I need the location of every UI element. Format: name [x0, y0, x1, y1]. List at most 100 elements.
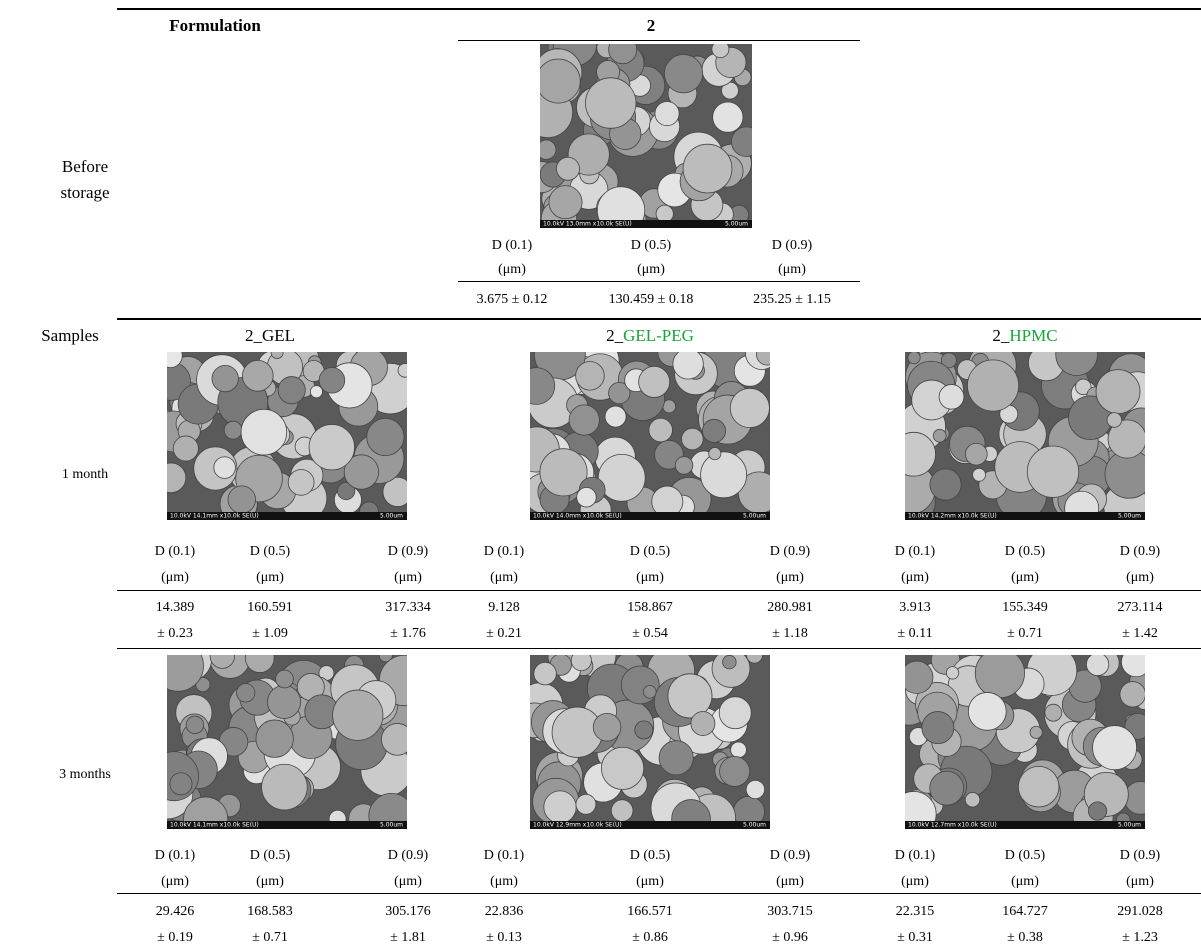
header-formulation: 2 [647, 16, 656, 36]
sem-image: 10.0kV 14.2mm x10.0k SE(U) 5.00um [905, 352, 1145, 520]
column-label: D (0.9) [388, 848, 428, 864]
cell-value: 164.727 [1002, 904, 1048, 920]
cell-value: 14.389 [156, 600, 195, 616]
column-label: D (0.5) [631, 238, 671, 254]
column-label: D (0.5) [630, 848, 670, 864]
cell-sd: ± 0.54 [632, 626, 668, 642]
cell-sd: ± 1.42 [1122, 626, 1158, 642]
column-unit: (μm) [394, 874, 422, 890]
cell-sd: ± 0.38 [1007, 930, 1043, 946]
sem-image: 10.0kV 12.7mm x10.0k SE(U) 5.00um [905, 655, 1145, 829]
rule [117, 590, 1201, 591]
column-unit: (μm) [901, 874, 929, 890]
row-label: 1 month [62, 467, 108, 483]
rule [117, 893, 1201, 894]
column-label: D (0.5) [250, 848, 290, 864]
column-label: D (0.1) [484, 848, 524, 864]
column-label: D (0.5) [1005, 848, 1045, 864]
image-info: 10.0kV 14.0mm x10.0k SE(U) [533, 513, 622, 520]
cell-sd: ± 1.81 [390, 930, 426, 946]
column-label: D (0.9) [770, 544, 810, 560]
column-label: D (0.9) [1120, 544, 1160, 560]
top-rule [117, 8, 1201, 10]
cell-sd: ± 0.23 [157, 626, 193, 642]
column-unit: (μm) [161, 570, 189, 586]
image-scale: 5.00um [1118, 513, 1141, 520]
column-label: D (0.9) [388, 544, 428, 560]
image-scale: 5.00um [725, 221, 748, 228]
cell-value: 280.981 [767, 600, 813, 616]
cell-sd: ± 0.19 [157, 930, 193, 946]
rule [458, 281, 860, 282]
cell-sd: ± 0.11 [897, 626, 932, 642]
image-scale: 5.00um [1118, 822, 1141, 829]
column-unit: (μm) [1126, 570, 1154, 586]
column-unit: (μm) [778, 262, 806, 278]
column-label: D (0.9) [1120, 848, 1160, 864]
samples-label: Samples [41, 326, 99, 346]
column-label: D (0.1) [155, 848, 195, 864]
cell-value: 22.836 [485, 904, 524, 920]
page: {"header": {"formulation_label": "Formul… [0, 0, 1201, 951]
cell-sd: ± 1.18 [772, 626, 808, 642]
row-label: Before storage [45, 154, 125, 206]
image-scale: 5.00um [743, 513, 766, 520]
column-unit: (μm) [636, 570, 664, 586]
image-info: 10.0kV 12.9mm x10.0k SE(U) [533, 822, 622, 829]
cell-value: 3.675 ± 0.12 [477, 292, 548, 308]
cell-value: 168.583 [247, 904, 293, 920]
row-label: 3 months [59, 767, 111, 783]
section-rule [117, 318, 1201, 320]
cell-value: 130.459 ± 0.18 [609, 292, 694, 308]
column-label: D (0.5) [1005, 544, 1045, 560]
cell-value: 273.114 [1118, 600, 1163, 616]
image-scale: 5.00um [380, 513, 403, 520]
cell-sd: ± 0.71 [1007, 626, 1043, 642]
cell-value: 155.349 [1002, 600, 1048, 616]
rule [458, 40, 860, 41]
column-unit: (μm) [490, 874, 518, 890]
sample-name: HPMC [1009, 326, 1057, 345]
sem-image: 10.0kV 14.0mm x10.0k SE(U) 5.00um [530, 352, 770, 520]
sem-image: 10.0kV 13.0mm x10.0k SE(U) 5.00um [540, 44, 752, 228]
cell-value: 3.913 [899, 600, 931, 616]
cell-value: 29.426 [156, 904, 195, 920]
rule [117, 648, 1201, 649]
column-unit: (μm) [636, 874, 664, 890]
sample-prefix: 2_ [992, 326, 1009, 345]
image-info: 10.0kV 14.1mm x10.0k SE(U) [170, 513, 259, 520]
sample-name: GEL-PEG [623, 326, 694, 345]
image-info: 10.0kV 14.2mm x10.0k SE(U) [908, 513, 997, 520]
column-unit: (μm) [256, 570, 284, 586]
image-info: 10.0kV 14.1mm x10.0k SE(U) [170, 822, 259, 829]
cell-value: 235.25 ± 1.15 [753, 292, 831, 308]
cell-sd: ± 0.86 [632, 930, 668, 946]
column-unit: (μm) [394, 570, 422, 586]
cell-value: 303.715 [767, 904, 813, 920]
sample-prefix: 2_ [245, 326, 262, 345]
cell-sd: ± 1.09 [252, 626, 288, 642]
header-label: Formulation [169, 16, 261, 36]
cell-value: 9.128 [488, 600, 520, 616]
column-unit: (μm) [776, 874, 804, 890]
image-info: 10.0kV 13.0mm x10.0k SE(U) [543, 221, 632, 228]
image-info: 10.0kV 12.7mm x10.0k SE(U) [908, 822, 997, 829]
column-unit: (μm) [490, 570, 518, 586]
column-unit: (μm) [1126, 874, 1154, 890]
column-label: D (0.5) [250, 544, 290, 560]
cell-value: 305.176 [385, 904, 431, 920]
cell-value: 317.334 [385, 600, 431, 616]
column-unit: (μm) [776, 570, 804, 586]
cell-value: 291.028 [1117, 904, 1163, 920]
sample-name: GEL [262, 326, 295, 345]
cell-sd: ± 0.71 [252, 930, 288, 946]
column-label: D (0.1) [895, 544, 935, 560]
cell-value: 158.867 [627, 600, 673, 616]
column-unit: (μm) [637, 262, 665, 278]
column-label: D (0.1) [492, 238, 532, 254]
column-label: D (0.5) [630, 544, 670, 560]
cell-value: 22.315 [896, 904, 935, 920]
sample-header: 2_GEL [245, 326, 295, 346]
column-unit: (μm) [256, 874, 284, 890]
sample-header: 2_HPMC [992, 326, 1057, 346]
